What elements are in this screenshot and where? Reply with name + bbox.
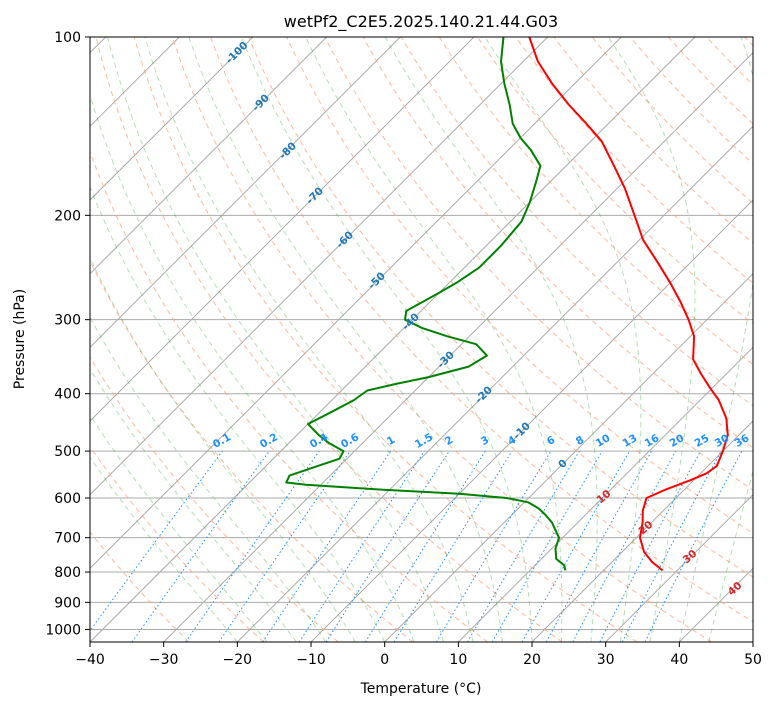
y-tick-label: 500 [54, 444, 81, 460]
isotherm-line [457, 346, 753, 642]
dry-adiabat-line [210, 37, 753, 623]
mixing-ratio-line [325, 450, 450, 642]
y-tick-label: 700 [54, 531, 81, 547]
mixing-ratio-line [218, 450, 351, 642]
dry-adiabat-line [248, 37, 753, 578]
y-tick-label: 400 [54, 387, 81, 403]
dry-adiabat-line [95, 37, 563, 642]
temperature-profile-line [528, 37, 729, 572]
moist-adiabat-line [90, 92, 415, 642]
moist-adiabat-line [90, 185, 386, 642]
moist-adiabat-line [90, 316, 327, 642]
x-tick-label: 30 [597, 652, 615, 668]
y-tick-label: 100 [54, 30, 81, 46]
y-tick-label: 200 [54, 208, 81, 224]
mixing-ratio-line [90, 450, 223, 632]
moist-adiabat-line [305, 37, 563, 642]
moist-adiabat-line [90, 414, 268, 642]
isotherm-line [163, 51, 753, 642]
dry-adiabat-line [90, 531, 190, 642]
mixing-ratio-line [545, 450, 653, 642]
moist-adiabat-line [241, 37, 533, 642]
x-tick-label: −20 [223, 652, 253, 668]
y-axis: 100 200 300 400 500 600 700 800 900 1000 [45, 30, 90, 638]
grid-layer [90, 37, 753, 642]
isotherm-line [531, 420, 753, 642]
isotherm-line [90, 37, 549, 496]
mixing-ratio-line [364, 450, 486, 642]
dry-adiabat-line [438, 37, 753, 366]
moist-adiabat-line [384, 37, 598, 642]
x-tick-label: 0 [380, 652, 389, 668]
y-tick-label: 900 [54, 595, 81, 611]
mixing-ratio-line [572, 450, 677, 642]
isotherm-line [605, 493, 753, 642]
x-tick-label: 10 [449, 652, 467, 668]
moist-adiabat-line [107, 37, 445, 642]
isotherm-line [90, 37, 328, 275]
chart-title: wetPf2_C2E5.2025.140.21.44.G03 [284, 12, 558, 32]
mixing-ratio-line [491, 450, 603, 642]
dry-adiabat-line [286, 37, 753, 534]
isotherm-line [90, 37, 475, 422]
mixing-ratio-line [185, 450, 320, 642]
y-tick-label: 800 [54, 565, 81, 581]
mixing-ratio-line [521, 450, 630, 642]
mixing-ratio-line [467, 450, 580, 642]
isotherm-line [90, 37, 696, 642]
x-axis: −40 −30 −20 −10 0 10 20 30 40 50 [75, 642, 762, 668]
y-axis-label: Pressure (hPa) [12, 289, 28, 389]
isotherm-line [90, 37, 254, 201]
dry-adiabat-line [400, 37, 753, 407]
mixing-ratio-line [393, 450, 513, 642]
dry-adiabat-line [90, 259, 414, 642]
isotherm-line [90, 37, 401, 349]
moist-adiabat-line [484, 37, 642, 642]
x-tick-label: 20 [523, 652, 541, 668]
x-tick-label: −40 [75, 652, 105, 668]
x-tick-label: 40 [670, 652, 688, 668]
moist-adiabat-line [90, 367, 297, 642]
y-tick-label: 600 [54, 491, 81, 507]
x-tick-label: −10 [296, 652, 326, 668]
isotherm-line [236, 125, 753, 642]
dry-adiabat-line [90, 356, 339, 642]
x-tick-label: −30 [149, 652, 179, 668]
y-tick-label: 1000 [45, 622, 81, 638]
dry-adiabat-line [133, 37, 638, 642]
x-tick-label: 50 [744, 652, 762, 668]
dewpoint-profile-line [285, 37, 567, 571]
moist-adiabat-line [678, 37, 753, 642]
plot-frame [89, 36, 754, 643]
dry-adiabat-line [324, 37, 753, 491]
series-layer [285, 37, 729, 572]
dry-adiabat-line [362, 37, 753, 449]
moist-adiabat-line [188, 37, 503, 642]
y-tick-label: 300 [54, 313, 81, 329]
moist-adiabat-line [144, 37, 474, 642]
mixing-ratio-line [435, 450, 552, 642]
mixing-ratio-line [131, 450, 270, 642]
moist-adiabat-line [607, 37, 696, 642]
x-axis-label: Temperature (°C) [360, 681, 482, 697]
isotherm-line [384, 272, 753, 642]
